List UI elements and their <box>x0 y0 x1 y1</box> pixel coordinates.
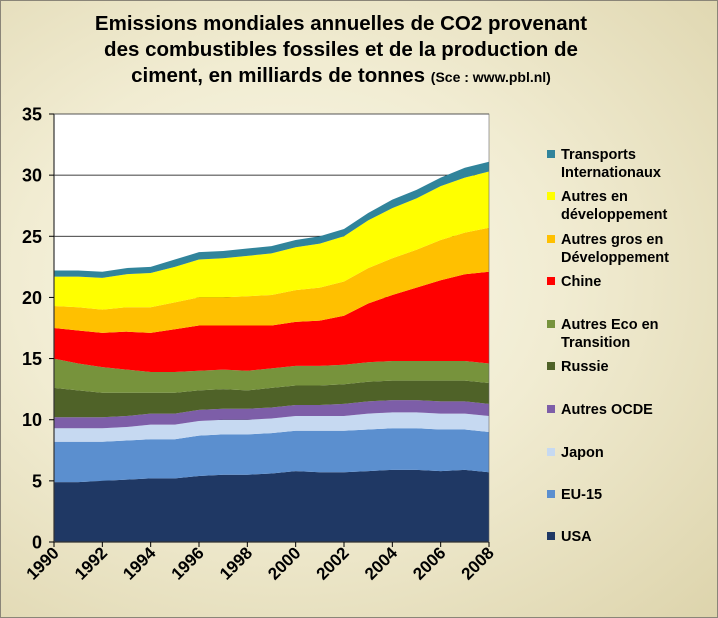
x-tick-label-1994: 1994 <box>119 543 160 584</box>
y-tick-label-20: 20 <box>22 288 42 308</box>
y-tick-label-25: 25 <box>22 227 42 247</box>
y-tick-label-5: 5 <box>32 471 42 491</box>
legend-label-autres-en-developpement: Autres en développement <box>561 189 668 223</box>
chart-title: Emissions mondiales annuelles de CO2 pro… <box>21 11 661 90</box>
legend-swatch-autres-eco-en-transition <box>547 320 555 328</box>
title-source: (Sce : www.pbl.nl) <box>430 69 551 85</box>
legend-swatch-autres-en-developpement <box>547 192 555 200</box>
y-tick-label-0: 0 <box>32 533 42 553</box>
legend-label-chine: Chine <box>561 274 602 290</box>
x-tick-label-1990: 1990 <box>23 543 63 583</box>
title-line-2: des combustibles fossiles et de la produ… <box>104 38 578 61</box>
axes <box>53 113 490 543</box>
legend-swatch-russie <box>547 362 555 370</box>
legend-swatch-eu-15 <box>547 490 555 498</box>
area-russie <box>54 380 489 418</box>
x-tick-label-1998: 1998 <box>216 543 256 583</box>
title-line-3-text: ciment, en milliards de tonnes <box>131 64 426 87</box>
area-autres-en-developpement <box>54 171 489 310</box>
legend-label-usa: USA <box>561 529 592 545</box>
y-tick-label-35: 35 <box>22 105 42 125</box>
title-line-1: Emissions mondiales annuelles de CO2 pro… <box>94 12 588 35</box>
plot-border <box>53 113 490 543</box>
x-tick-label-1992: 1992 <box>71 543 111 583</box>
legend-swatch-autres-ocde <box>547 405 555 413</box>
x-tick-label-2002: 2002 <box>313 543 353 583</box>
area-series <box>54 161 489 542</box>
legend-label-eu-15: EU-15 <box>561 487 603 503</box>
x-tick-label-2008: 2008 <box>458 543 498 583</box>
title-line-3: ciment, en milliards de tonnes (Sce : ww… <box>21 63 661 90</box>
legend-label-transports-internationaux: Transports Internationaux <box>561 147 661 181</box>
area-autres-gros-en-developpement <box>54 227 489 333</box>
legend-swatch-autres-gros-en-developpement <box>547 235 555 243</box>
x-tick-label-2006: 2006 <box>409 543 449 583</box>
x-tick-label-2000: 2000 <box>264 543 304 583</box>
area-autres-eco-en-transition <box>54 358 489 393</box>
area-autres-ocde <box>54 400 489 429</box>
y-tick-label-15: 15 <box>22 349 42 369</box>
area-japon <box>54 412 489 442</box>
legend-label-autres-eco-en-transition: Autres Eco en Transition <box>561 317 659 351</box>
area-chine <box>54 271 489 373</box>
x-tick-label-2004: 2004 <box>361 543 402 584</box>
y-tick-label-10: 10 <box>22 410 42 430</box>
x-tick-label-1996: 1996 <box>168 543 208 583</box>
area-usa <box>54 469 489 542</box>
x-axis: 1990 1992 1994 1996 1998 2000 2002 2004 2006 2008 <box>23 542 498 584</box>
legend-label-russie: Russie <box>561 359 609 375</box>
legend-swatch-japon <box>547 448 555 456</box>
legend-swatch-transports-internationaux <box>547 150 555 158</box>
y-tick-label-30: 30 <box>22 166 42 186</box>
area-eu-15 <box>54 428 489 483</box>
legend-swatch-chine <box>547 277 555 285</box>
legend-label-autres-gros-en-developpement: Autres gros en Développement <box>561 232 669 266</box>
legend-swatch-usa <box>547 532 555 540</box>
legend-label-autres-ocde: Autres OCDE <box>561 402 653 418</box>
legend-label-japon: Japon <box>561 445 604 461</box>
y-axis: 0 5 10 15 20 25 30 35 <box>22 105 54 553</box>
